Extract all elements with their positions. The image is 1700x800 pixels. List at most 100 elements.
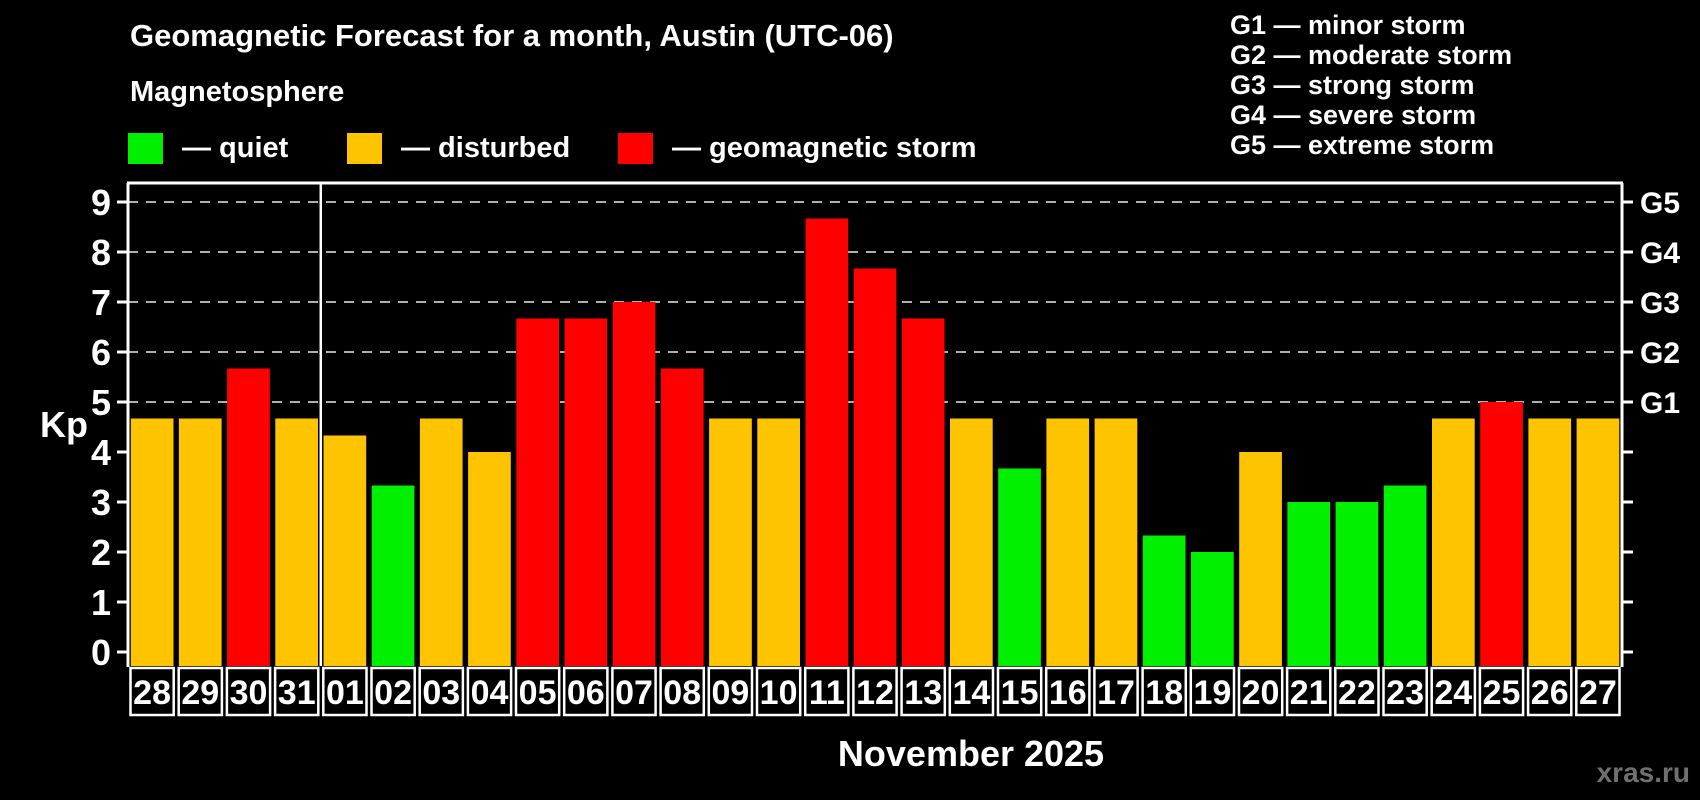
kp-bar-04: [468, 452, 511, 666]
kp-bar-15: [998, 468, 1041, 666]
g-scale-legend: G1 — minor storm G2 — moderate storm G3 …: [1230, 10, 1512, 160]
y-tick-label-0: 0: [91, 632, 111, 673]
day-label-12: 12: [856, 674, 894, 712]
day-label-14: 14: [952, 674, 990, 712]
day-box-22: [1334, 666, 1380, 717]
x-axis-month-label: November 2025: [837, 733, 1105, 774]
g-legend-line-g3: G3 — strong storm: [1230, 70, 1475, 100]
kp-bar-30: [227, 368, 270, 666]
day-box-11: [803, 666, 850, 717]
kp-bar-17: [1094, 418, 1138, 666]
day-box-10: [755, 666, 802, 717]
day-label-04: 04: [471, 674, 509, 712]
day-label-18: 18: [1145, 674, 1183, 712]
y-tick-label-5: 5: [91, 382, 111, 423]
day-box-05: [514, 666, 561, 717]
g-axis-label-G2: G2: [1640, 337, 1680, 370]
kp-bar-23: [1383, 485, 1427, 666]
kp-bar-13: [901, 318, 945, 666]
day-label-23: 23: [1386, 674, 1424, 712]
kp-bar-31: [275, 418, 318, 666]
y-tick-label-1: 1: [91, 582, 111, 623]
day-box-25: [1478, 666, 1525, 717]
day-label-11: 11: [809, 674, 845, 712]
day-label-28: 28: [133, 674, 171, 712]
day-box-15: [996, 666, 1043, 717]
kp-bar-25: [1480, 402, 1523, 666]
kp-bar-01: [323, 435, 367, 666]
day-label-26: 26: [1531, 674, 1569, 712]
day-box-29: [177, 666, 224, 717]
quiet-swatch-icon: [128, 132, 163, 164]
kp-bar-14: [950, 418, 993, 666]
kp-bar-19: [1191, 552, 1234, 666]
day-label-16: 16: [1049, 674, 1087, 712]
day-label-21: 21: [1290, 674, 1328, 712]
kp-bar-09: [709, 418, 752, 666]
day-label-02: 02: [374, 674, 412, 712]
day-box-21: [1285, 666, 1332, 717]
kp-bar-07: [612, 302, 656, 666]
y-tick-label-6: 6: [91, 332, 111, 373]
legend-quiet-label: — quiet: [182, 131, 289, 164]
kp-bar-20: [1239, 452, 1282, 666]
day-box-13: [900, 666, 947, 717]
day-label-29: 29: [181, 674, 219, 712]
g-axis-label-G4: G4: [1640, 237, 1680, 270]
day-label-08: 08: [663, 674, 701, 712]
kp-bar-27: [1576, 418, 1620, 666]
storm-swatch-icon: [618, 132, 653, 164]
day-label-20: 20: [1242, 674, 1280, 712]
kp-bar-03: [419, 418, 463, 666]
g-legend-line-g4: G4 — severe storm: [1230, 100, 1477, 130]
legend-item-disturbed: — disturbed: [347, 131, 570, 165]
g-legend-line-g5: G5 — extreme storm: [1230, 130, 1495, 160]
kp-bar-05: [516, 318, 559, 666]
day-box-04: [466, 666, 513, 717]
day-label-22: 22: [1338, 674, 1376, 712]
day-label-17: 17: [1097, 674, 1135, 712]
day-box-19: [1189, 666, 1236, 717]
y-axis-title-kp: Kp: [40, 404, 88, 445]
day-box-31: [273, 666, 320, 717]
kp-bar-28: [130, 418, 174, 666]
g-legend-line-g2: G2 — moderate storm: [1230, 40, 1513, 70]
kp-bar-11: [805, 218, 849, 666]
day-box-03: [418, 666, 465, 717]
day-label-05: 05: [519, 674, 557, 712]
day-label-09: 09: [711, 674, 749, 712]
day-box-12: [852, 666, 898, 717]
day-label-25: 25: [1483, 674, 1521, 712]
day-label-06: 06: [567, 674, 605, 712]
day-box-24: [1430, 666, 1477, 717]
day-label-13: 13: [904, 674, 942, 712]
day-box-06: [562, 666, 609, 717]
legend-storm-label: — geomagnetic storm: [672, 131, 977, 164]
y-tick-label-3: 3: [91, 482, 111, 523]
day-box-23: [1382, 666, 1428, 717]
kp-bar-18: [1142, 535, 1186, 666]
kp-bar-22: [1335, 502, 1379, 666]
day-label-01: 01: [326, 674, 364, 712]
page-title: Geomagnetic Forecast for a month, Austin…: [130, 18, 894, 53]
kp-bar-29: [178, 418, 222, 666]
day-box-08: [659, 666, 706, 717]
chart-area: 0 1 2 3 4 5 6 7 8 9 G1 G2 G3 G4 G5 28 29 30 31 01 02 03 04 05 06…: [0, 170, 1700, 800]
kp-bar-24: [1432, 418, 1475, 666]
day-box-28: [129, 666, 175, 717]
kp-bar-02: [371, 485, 415, 666]
magnetosphere-label: Magnetosphere: [130, 76, 345, 108]
day-label-27: 27: [1579, 674, 1617, 712]
day-box-07: [611, 666, 657, 717]
day-box-27: [1575, 666, 1621, 717]
day-box-14: [948, 666, 995, 717]
g-axis-label-G3: G3: [1640, 287, 1680, 320]
day-label-10: 10: [760, 674, 798, 712]
g-axis-label-G1: G1: [1640, 387, 1680, 420]
day-label-31: 31: [278, 674, 316, 712]
day-box-30: [225, 666, 272, 717]
y-tick-label-4: 4: [91, 432, 111, 473]
day-label-30: 30: [230, 674, 268, 712]
